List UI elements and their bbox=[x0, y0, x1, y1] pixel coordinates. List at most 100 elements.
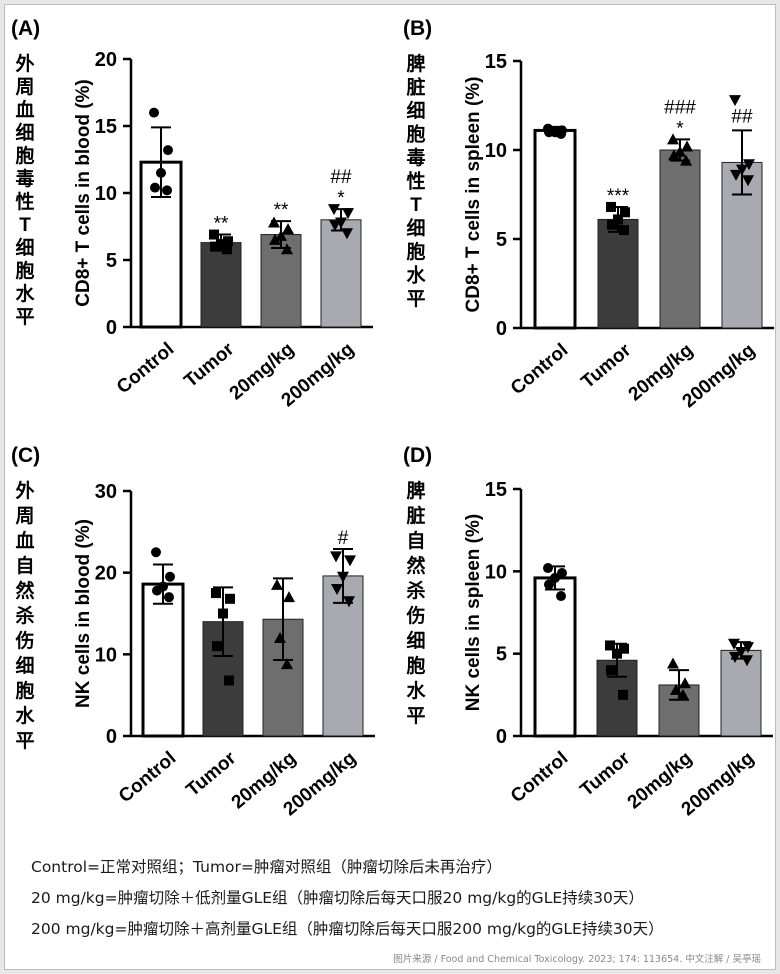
panel-a-ytick-label: 5 bbox=[106, 250, 117, 272]
panel-d-cn-label-char: 伤 bbox=[405, 604, 425, 627]
panel-b-point-tumor bbox=[613, 214, 623, 225]
panel-d-ytick-label: 15 bbox=[485, 479, 507, 501]
panel-b-ylabel: CD8+ T cells in spleen (%) bbox=[463, 77, 484, 313]
panel-a-cn-label-char: T bbox=[19, 215, 31, 236]
panel-a-point-tumor bbox=[222, 244, 232, 255]
panel-b-cn-label-char: 性 bbox=[406, 170, 425, 193]
panel-a-cn-label-char: 性 bbox=[15, 190, 34, 213]
panel-d-point-tumor bbox=[619, 643, 629, 654]
panel-d-ylabel: NK cells in spleen (%) bbox=[463, 514, 484, 711]
panel-c-cn-label-char: 细 bbox=[15, 654, 34, 677]
figure-frame: (A) 外周血细胞毒性 T 细胞水平 CD8+ T cells in blood (%)… bbox=[4, 4, 776, 970]
panel-a-xtick-control: Control bbox=[113, 339, 178, 399]
panel-c-point-200mgkg bbox=[344, 555, 356, 567]
panel-c-point-tumor bbox=[218, 608, 228, 619]
panel-a-cn-label-char: 血 bbox=[15, 98, 34, 121]
panel-a-point-tumor bbox=[210, 241, 220, 252]
panel-b-point-200mgkg bbox=[736, 164, 748, 176]
panel-b-point-200mgkg bbox=[729, 95, 741, 107]
panel-d-cn-label-char: 然 bbox=[406, 554, 425, 577]
panel-c-point-200mgkg bbox=[343, 596, 355, 608]
panel-a-point-tumor bbox=[209, 229, 219, 240]
panel-a-point-200mgkg bbox=[341, 228, 353, 240]
panel-a-bar-20mgkg bbox=[260, 234, 302, 328]
panel-c-cn-label-char: 杀 bbox=[15, 604, 34, 627]
panel-b-sig-20mgkg: * bbox=[676, 118, 684, 139]
panel-b-point-20mgkg bbox=[674, 145, 686, 157]
panel-b-point-tumor bbox=[619, 225, 629, 236]
panel-c-point-20mgkg bbox=[271, 578, 283, 590]
panel-d-cn-label-char: 平 bbox=[406, 706, 425, 727]
panel-b-sig-hash-20mgkg: ### bbox=[664, 97, 696, 118]
panel-a-cn-label-char: 毒 bbox=[15, 167, 34, 190]
panel-a-ylabel: CD8+ T cells in blood (%) bbox=[73, 79, 94, 307]
panel-d-cn-label-char: 水 bbox=[406, 680, 426, 702]
panel-c-letter: (C) bbox=[11, 444, 40, 467]
panel-a-point-20mgkg bbox=[268, 216, 280, 228]
panel-b-point-tumor bbox=[606, 201, 616, 212]
panel-a-point-control bbox=[150, 182, 160, 193]
panel-c-point-200mgkg bbox=[331, 584, 343, 595]
panel-d-cn-label-char: 细 bbox=[406, 629, 425, 652]
panel-b-bar-tumor bbox=[597, 218, 639, 329]
panel-d-cn-label-char: 胞 bbox=[406, 654, 425, 677]
panel-b-xtick-tumor: Tumor bbox=[578, 339, 636, 393]
panel-d-point-control bbox=[544, 579, 554, 590]
legend-note-2: 20 mg/kg=肿瘤切除＋低剂量GLE组（肿瘤切除后每天口服20 mg/kg的… bbox=[31, 889, 644, 907]
panel-a-point-20mgkg bbox=[282, 223, 294, 235]
panel-c-cn-label-char: 周 bbox=[15, 505, 34, 527]
panel-d-cn-label-char: 脏 bbox=[406, 504, 425, 527]
panel-c-cn-label-char: 伤 bbox=[14, 629, 34, 652]
panel-c-point-200mgkg bbox=[330, 551, 342, 563]
panel-c-cn-label-char: 胞 bbox=[15, 679, 34, 702]
panel-b-point-control bbox=[544, 127, 554, 138]
panel-a-ytick-label: 20 bbox=[95, 49, 117, 71]
panel-a-cn-label-char: 细 bbox=[15, 121, 34, 144]
panel-d-ytick-label: 10 bbox=[485, 561, 507, 583]
panel-c-sig-200mgkg: # bbox=[338, 528, 349, 549]
panel-b-cn-label-char: 细 bbox=[406, 99, 425, 122]
panel-d-point-200mgkg bbox=[741, 655, 753, 667]
panel-d-point-control bbox=[557, 567, 567, 578]
panel-c-point-20mgkg bbox=[274, 632, 286, 643]
panel-a-point-control bbox=[149, 107, 159, 118]
panel-b-point-tumor bbox=[607, 219, 617, 230]
panel-b-cn-label-char: 平 bbox=[406, 289, 425, 310]
panel-c-point-tumor bbox=[211, 588, 221, 599]
panel-a-cn-label-char: 胞 bbox=[15, 144, 34, 167]
panel-a-point-200mgkg bbox=[329, 220, 341, 232]
panel-d-bar-control bbox=[533, 576, 577, 738]
panel-b-cn-label-char: 脏 bbox=[406, 76, 425, 99]
panel-c-point-control bbox=[151, 547, 161, 558]
panel-b-cn-label-char: T bbox=[410, 195, 422, 216]
panel-d-point-200mgkg bbox=[728, 638, 740, 650]
panel-c-bar-control bbox=[141, 582, 185, 738]
panel-a-cn-label-char: 平 bbox=[15, 307, 34, 328]
panel-a-bar-tumor bbox=[200, 242, 242, 328]
panel-b-sig-hash-200mgkg: ## bbox=[731, 106, 753, 127]
panel-d-point-tumor bbox=[606, 665, 616, 676]
panel-d-point-200mgkg bbox=[729, 651, 741, 663]
panel-d-point-tumor bbox=[618, 689, 628, 700]
panel-b-cn-label-char: 毒 bbox=[406, 146, 425, 169]
panel-a-letter: (A) bbox=[11, 17, 40, 40]
panel-d-point-control bbox=[543, 563, 553, 574]
panel-c-point-tumor bbox=[224, 675, 234, 686]
panel-a-bar-200mgkg bbox=[320, 219, 362, 328]
panel-a-sig-tumor: ** bbox=[214, 214, 229, 235]
panel-d-point-control bbox=[550, 572, 560, 583]
panel-b-ytick-label: 10 bbox=[485, 140, 507, 162]
panel-d-point-tumor bbox=[612, 648, 622, 659]
panel-d-letter: (D) bbox=[403, 444, 432, 467]
panel-a-point-200mgkg bbox=[342, 208, 354, 220]
panel-c-point-20mgkg bbox=[283, 591, 295, 603]
panel-b-cn-label-char: 脾 bbox=[405, 52, 425, 75]
panel-a-point-control bbox=[156, 167, 166, 178]
panel-a-cn-label-char: 细 bbox=[15, 236, 34, 259]
panel-c-point-control bbox=[152, 585, 162, 596]
panel-b-bar-20mgkg bbox=[659, 149, 701, 329]
panel-d-point-20mgkg bbox=[670, 683, 682, 695]
panel-c-ytick-label: 30 bbox=[95, 481, 117, 503]
panel-b-ytick-label: 0 bbox=[496, 318, 507, 340]
